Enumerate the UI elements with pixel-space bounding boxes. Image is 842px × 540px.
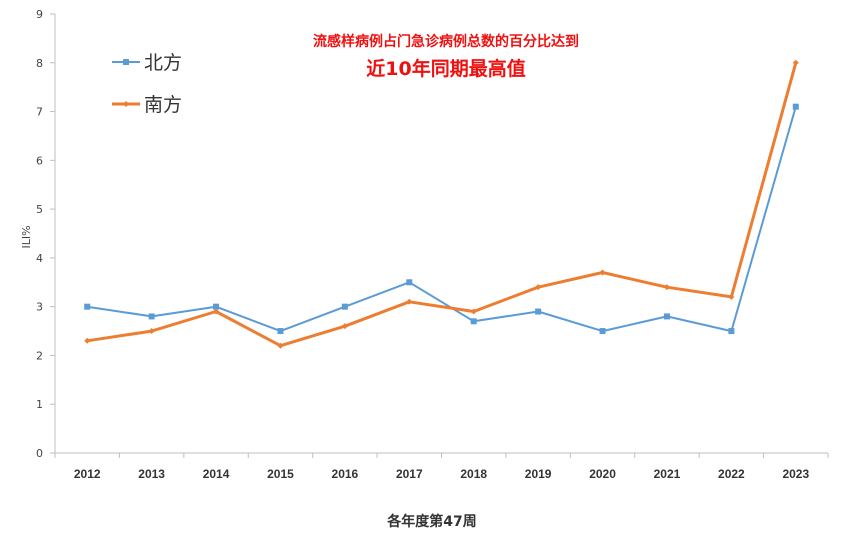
data-point [148, 313, 155, 320]
series-line [87, 106, 797, 333]
x-axis-label: 各年度第47周 [386, 513, 476, 530]
legend-marker [123, 59, 129, 65]
legend-label: 南方 [144, 94, 182, 116]
x-tick-label: 2015 [267, 467, 294, 481]
chart-title: 流感样病例占门急诊病例总数的百分比达到 [313, 33, 579, 50]
data-point [84, 337, 91, 344]
series-layer [84, 59, 799, 349]
data-point [277, 342, 284, 349]
x-tick-label: 2013 [138, 467, 165, 481]
y-tick-label: 0 [36, 447, 43, 460]
x-tick-label: 2019 [525, 467, 552, 481]
x-tick-label: 2022 [718, 467, 745, 481]
y-tick-label: 1 [36, 398, 43, 411]
legend-item: 北方 [112, 52, 182, 74]
chart-subtitle: 近10年同期最高值 [366, 57, 525, 80]
data-point [470, 318, 477, 325]
x-tick-label: 2016 [332, 467, 359, 481]
x-tick-label: 2012 [74, 467, 101, 481]
x-tick-label: 2021 [654, 467, 681, 481]
data-point [470, 308, 477, 315]
x-tick-label: 2014 [203, 467, 230, 481]
data-point [728, 328, 735, 335]
x-tick-label: 2017 [396, 467, 423, 481]
data-point [277, 328, 284, 335]
x-tick-label: 2018 [460, 467, 487, 481]
series-2 [84, 59, 799, 349]
data-point [792, 103, 799, 110]
data-point [535, 284, 542, 291]
data-point [341, 303, 348, 310]
data-point [213, 308, 220, 315]
data-point [406, 298, 413, 305]
series-line [86, 62, 798, 348]
x-tick-label: 2020 [589, 467, 616, 481]
data-point [792, 59, 799, 66]
data-point [213, 303, 220, 310]
legend-label: 北方 [144, 52, 182, 74]
y-tick-label: 9 [36, 8, 43, 21]
data-point [663, 313, 670, 320]
data-point [599, 328, 606, 335]
data-point [663, 284, 670, 291]
y-tick-label: 8 [36, 57, 43, 70]
y-tick-label: 5 [36, 203, 43, 216]
data-point [728, 293, 735, 300]
x-axis-ticks: 2012 2013 2014 2015 2016 2017 2018 2019 2020 2021… [54, 453, 829, 481]
y-tick-label: 7 [36, 106, 43, 119]
data-point [341, 323, 348, 330]
data-point [406, 279, 413, 286]
data-point [535, 308, 542, 315]
data-point [84, 303, 91, 310]
y-tick-label: 4 [36, 252, 43, 265]
legend-item: 南方 [112, 94, 182, 116]
data-point [599, 269, 606, 276]
y-tick-label: 6 [36, 154, 43, 167]
series-1 [84, 103, 799, 335]
y-tick-label: 3 [36, 301, 43, 314]
y-axis-label: ILI% [20, 225, 33, 248]
data-point [148, 328, 155, 335]
y-axis-ticks: 0 1 2 3 4 5 6 7 8 9 [36, 8, 55, 460]
x-tick-label: 2023 [782, 467, 809, 481]
y-tick-label: 2 [36, 349, 43, 362]
legend-marker [123, 101, 129, 107]
